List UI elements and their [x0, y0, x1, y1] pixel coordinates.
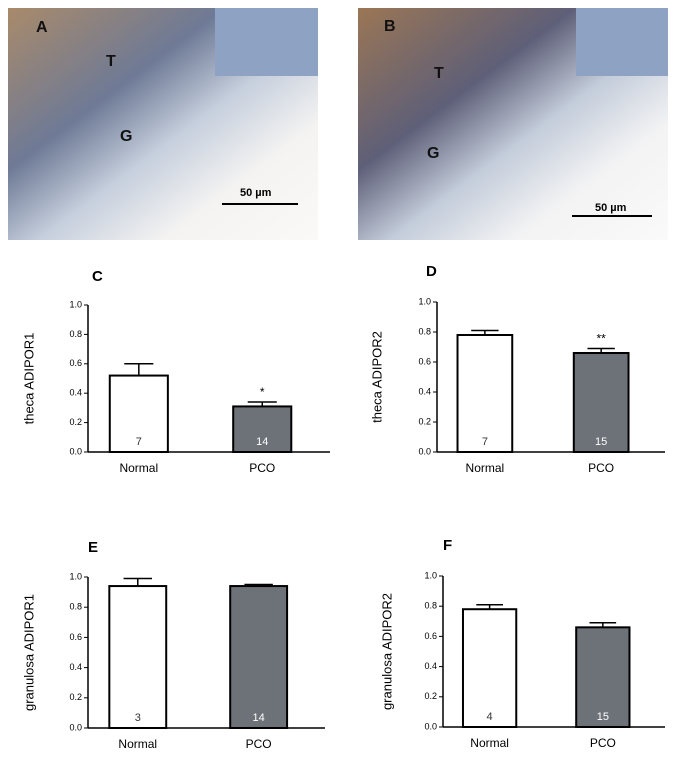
image-annotation: G [427, 145, 439, 162]
bar [461, 608, 518, 728]
y-axis-label: granulosa ADIPOR1 [21, 594, 36, 711]
y-tick-label: 0.0 [418, 446, 431, 456]
image-annotation: T [434, 65, 444, 82]
image-annotation: G [120, 128, 132, 145]
y-tick-label: 0.4 [418, 386, 431, 396]
y-axis-label: theca ADIPOR1 [21, 333, 36, 425]
panel-label: C [92, 268, 103, 285]
bar [572, 352, 630, 453]
y-tick-label: 1.0 [418, 296, 431, 306]
y-tick-label: 1.0 [69, 299, 82, 309]
y-tick-label: 0.4 [69, 662, 82, 672]
y-tick-label: 0.0 [69, 722, 82, 732]
panel-label: F [443, 537, 452, 554]
y-tick-label: 1.0 [69, 571, 82, 581]
y-axis-label: granulosa ADIPOR2 [379, 593, 394, 710]
y-tick-label: 0.0 [69, 446, 82, 456]
panel-label: E [88, 539, 98, 556]
micrograph-a: A T G 50 µm [8, 8, 318, 240]
y-tick-label: 0.6 [69, 358, 82, 368]
bar [108, 374, 169, 453]
scale-bar-label: 50 µm [595, 202, 627, 214]
n-label: 4 [487, 711, 493, 723]
y-tick-label: 0.2 [424, 691, 437, 701]
y-tick-label: 0.6 [418, 356, 431, 366]
y-tick-label: 0.8 [424, 601, 437, 611]
y-tick-label: 1.0 [424, 570, 437, 580]
y-tick-label: 0.8 [69, 602, 82, 612]
x-tick-label: PCO [588, 461, 614, 475]
x-tick-label: Normal [466, 461, 505, 475]
bar [232, 405, 293, 453]
y-tick-label: 0.6 [424, 631, 437, 641]
panel-label: D [426, 263, 437, 280]
bar [108, 585, 168, 729]
image-annotation: T [106, 53, 116, 70]
scale-bar-label: 50 µm [240, 187, 272, 199]
bar [229, 585, 289, 729]
significance-label: ** [596, 332, 606, 346]
bar [456, 334, 514, 453]
y-tick-label: 0.2 [69, 692, 82, 702]
x-tick-label: PCO [590, 736, 616, 750]
y-tick-label: 0.4 [69, 388, 82, 398]
n-label: 15 [595, 436, 607, 448]
y-tick-label: 0.6 [69, 632, 82, 642]
x-tick-label: Normal [119, 461, 158, 475]
x-tick-label: PCO [246, 737, 272, 751]
x-tick-label: Normal [470, 736, 509, 750]
y-axis-label: theca ADIPOR2 [369, 331, 384, 423]
bar [575, 626, 631, 729]
x-tick-label: PCO [249, 461, 275, 475]
y-tick-label: 0.2 [418, 416, 431, 426]
n-label: 3 [135, 712, 141, 724]
y-tick-label: 0.8 [69, 329, 82, 339]
y-tick-label: 0.2 [69, 417, 82, 427]
n-label: 7 [482, 436, 488, 448]
micrograph-b: B T G 50 µm [358, 8, 668, 240]
n-label: 7 [136, 436, 142, 448]
n-label: 15 [597, 711, 609, 723]
x-tick-label: Normal [118, 737, 157, 751]
n-label: 14 [253, 712, 265, 724]
y-tick-label: 0.0 [424, 721, 437, 731]
n-label: 14 [256, 436, 268, 448]
y-tick-label: 0.4 [424, 661, 437, 671]
significance-label: * [260, 385, 265, 399]
y-tick-label: 0.8 [418, 326, 431, 336]
image-label: A [36, 19, 48, 36]
image-label: B [384, 18, 396, 35]
